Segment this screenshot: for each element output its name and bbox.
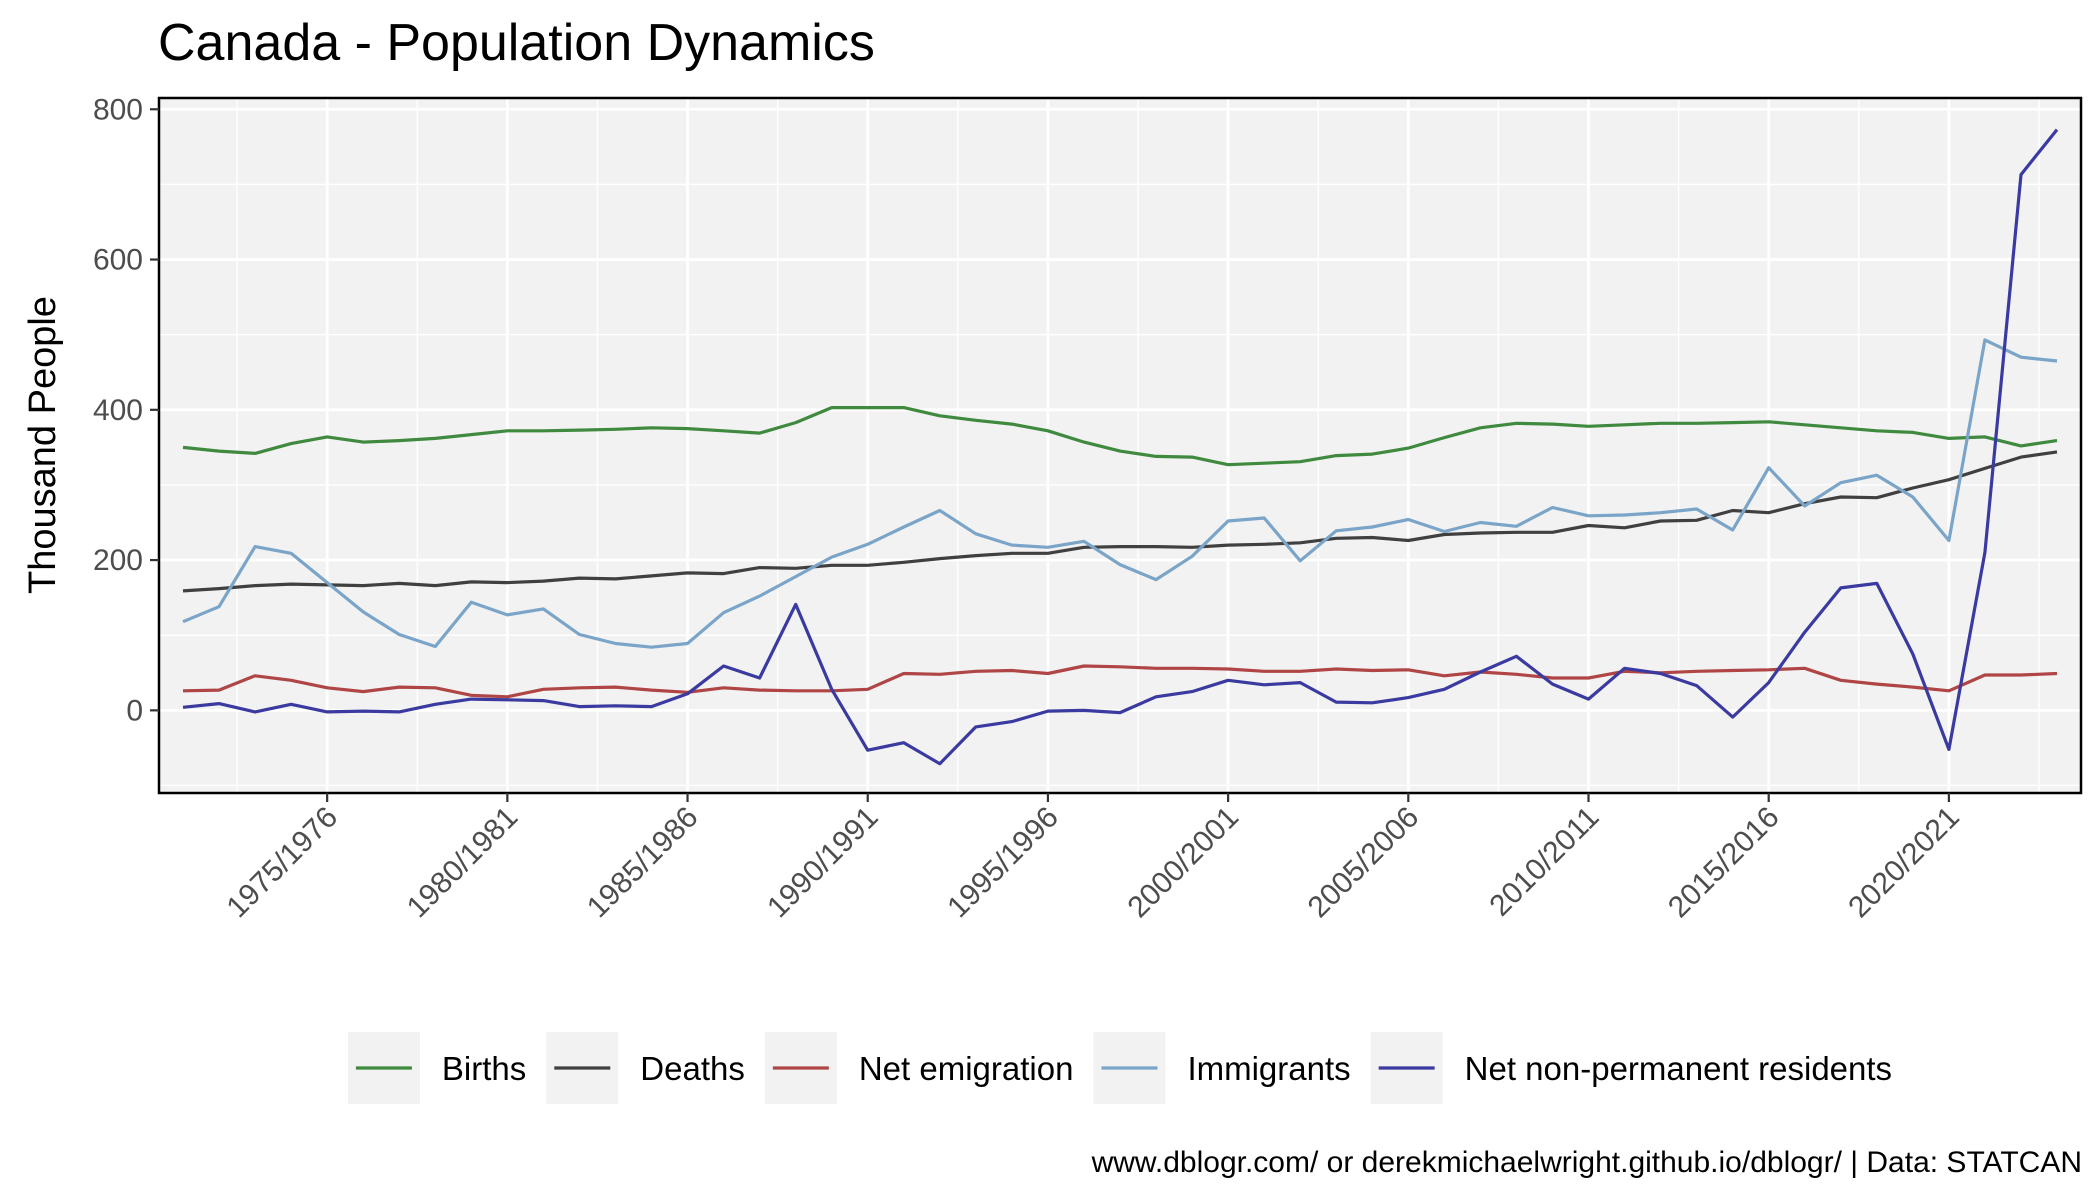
x-tick-label: 2010/2011 — [1483, 801, 1605, 923]
series-line-net-emigration — [182, 664, 2058, 699]
grid-lines — [159, 98, 2081, 793]
legend-label: Net non-permanent residents — [1465, 1050, 1892, 1087]
y-axis-label: Thousand People — [22, 296, 64, 594]
x-tick-label: 1990/1991 — [761, 801, 885, 925]
y-tick-label: 800 — [93, 93, 143, 126]
series-lines — [182, 128, 2059, 766]
series-line-immigrants — [182, 338, 2058, 649]
data-source-caption: www.dblogr.com/ or derekmichaelwright.gi… — [1091, 1146, 2082, 1179]
legend-item-immigrants: Immigrants — [1093, 1032, 1351, 1104]
legend-item-births: Births — [347, 1032, 526, 1104]
chart-title: Canada - Population Dynamics — [158, 14, 875, 72]
x-tick-label: 2005/2006 — [1302, 801, 1426, 925]
legend-item-deaths: Deaths — [546, 1032, 745, 1104]
x-tick-label: 2000/2001 — [1121, 801, 1245, 925]
x-tick-label: 2015/2016 — [1662, 801, 1786, 925]
legend-label: Net emigration — [859, 1050, 1074, 1087]
series-line-births — [182, 406, 2058, 467]
x-tick-label: 1995/1996 — [941, 801, 1065, 925]
y-tick-label: 600 — [93, 244, 143, 277]
y-tick-label: 200 — [93, 544, 143, 577]
series-line-net-non-permanent-residents — [182, 128, 2059, 766]
legend-label: Deaths — [640, 1050, 745, 1087]
y-tick-label: 400 — [93, 394, 143, 427]
x-tick-label: 1980/1981 — [401, 801, 525, 925]
legend-item-net-emigration: Net emigration — [764, 1032, 1074, 1104]
legend-label: Births — [442, 1050, 526, 1087]
plot-border — [157, 96, 2083, 795]
legend: Births Deaths Net emigration Immigrants Net … — [347, 1032, 1892, 1104]
y-tick-label: 0 — [126, 694, 143, 727]
y-axis: 0 200 400 600 800 — [93, 93, 159, 727]
plot-panel — [159, 98, 2081, 793]
x-tick-label: 2020/2021 — [1842, 801, 1966, 925]
x-tick-label: 1985/1986 — [581, 801, 705, 925]
legend-item-net-non-permanent-residents: Net non-permanent residents — [1370, 1032, 1892, 1104]
legend-label: Immigrants — [1187, 1050, 1350, 1087]
x-axis: 1975/1976 1980/1981 1985/1986 1990/1991 1995… — [220, 793, 1966, 925]
x-tick-label: 1975/1976 — [220, 801, 344, 925]
